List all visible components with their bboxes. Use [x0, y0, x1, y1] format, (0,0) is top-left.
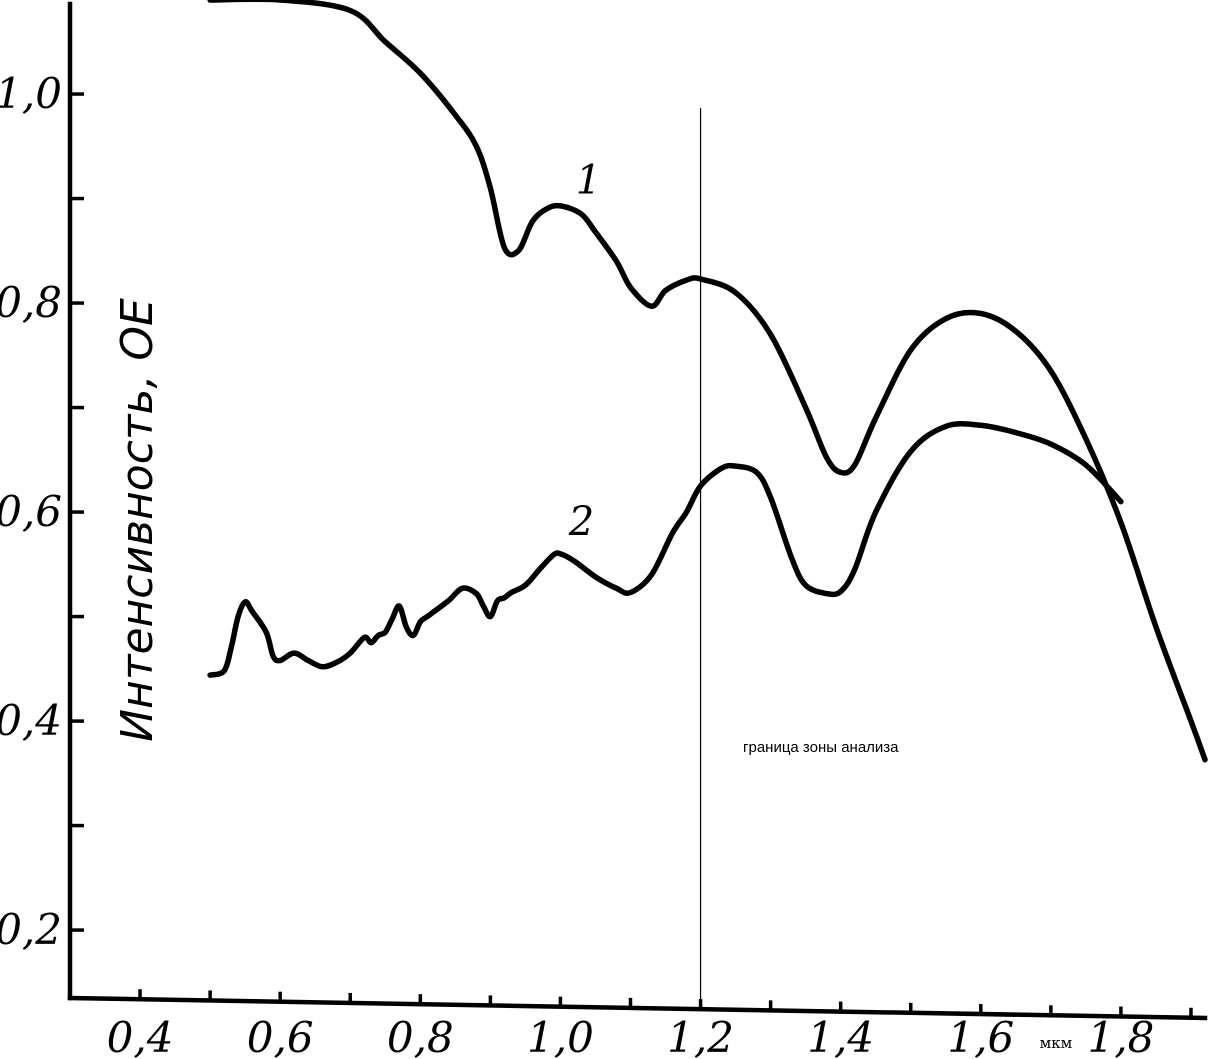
y-axis-label: Интенсивность, ОЕ: [112, 298, 163, 742]
x-tick-label: 1,8: [1088, 1013, 1155, 1059]
x-tick-label: 1,6: [947, 1013, 1014, 1059]
x-axis-unit-label: мкм: [1040, 1034, 1073, 1052]
x-tick-label: 1,2: [667, 1013, 734, 1059]
series-2-label: 2: [568, 499, 594, 545]
x-tick-label: 1,4: [807, 1013, 874, 1059]
axes: [67, 1, 1208, 1021]
analysis-boundary-label: граница зоны анализа: [743, 739, 899, 756]
x-tick-label: 1,0: [527, 1013, 594, 1059]
y-tick-label: 0,8: [0, 278, 62, 327]
data-series: 12: [207, 0, 1208, 763]
x-tick-label: 0,6: [247, 1013, 314, 1059]
x-tick-label: 0,4: [107, 1013, 174, 1059]
series-2-line: [207, 421, 1124, 678]
axis-ticks: 0,4 0,6 0,8 1,0 1,2 1,4 1,6 1,8 0,2 0,4 0,6 0,8 1,0: [0, 69, 1193, 1059]
analysis-zone-boundary: граница зоны анализа: [699, 108, 899, 1000]
series-1-label: 1: [576, 157, 601, 203]
series-1-line: [207, 0, 1208, 763]
y-tick-label: 0,6: [0, 487, 62, 536]
y-tick-label: 1,0: [0, 69, 62, 118]
x-tick-label: 0,8: [387, 1013, 454, 1059]
x-axis-line: [67, 995, 1208, 1021]
y-tick-label: 0,2: [0, 905, 62, 954]
y-tick-label: 0,4: [0, 696, 62, 745]
